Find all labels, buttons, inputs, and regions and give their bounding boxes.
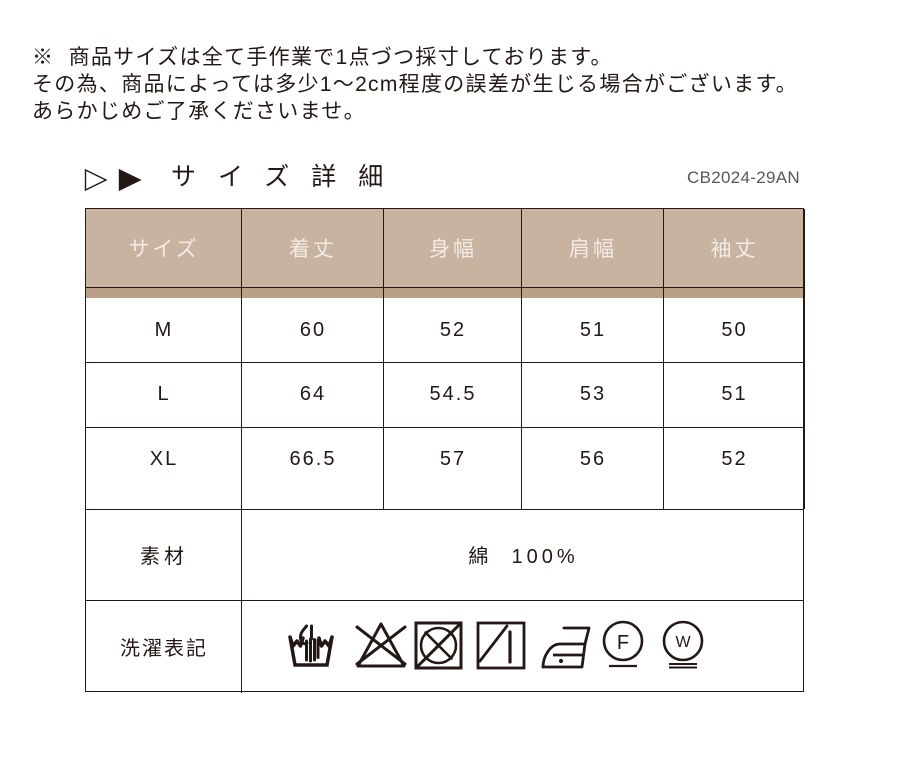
- svg-text:F: F: [617, 632, 629, 654]
- svg-text:W: W: [675, 634, 691, 651]
